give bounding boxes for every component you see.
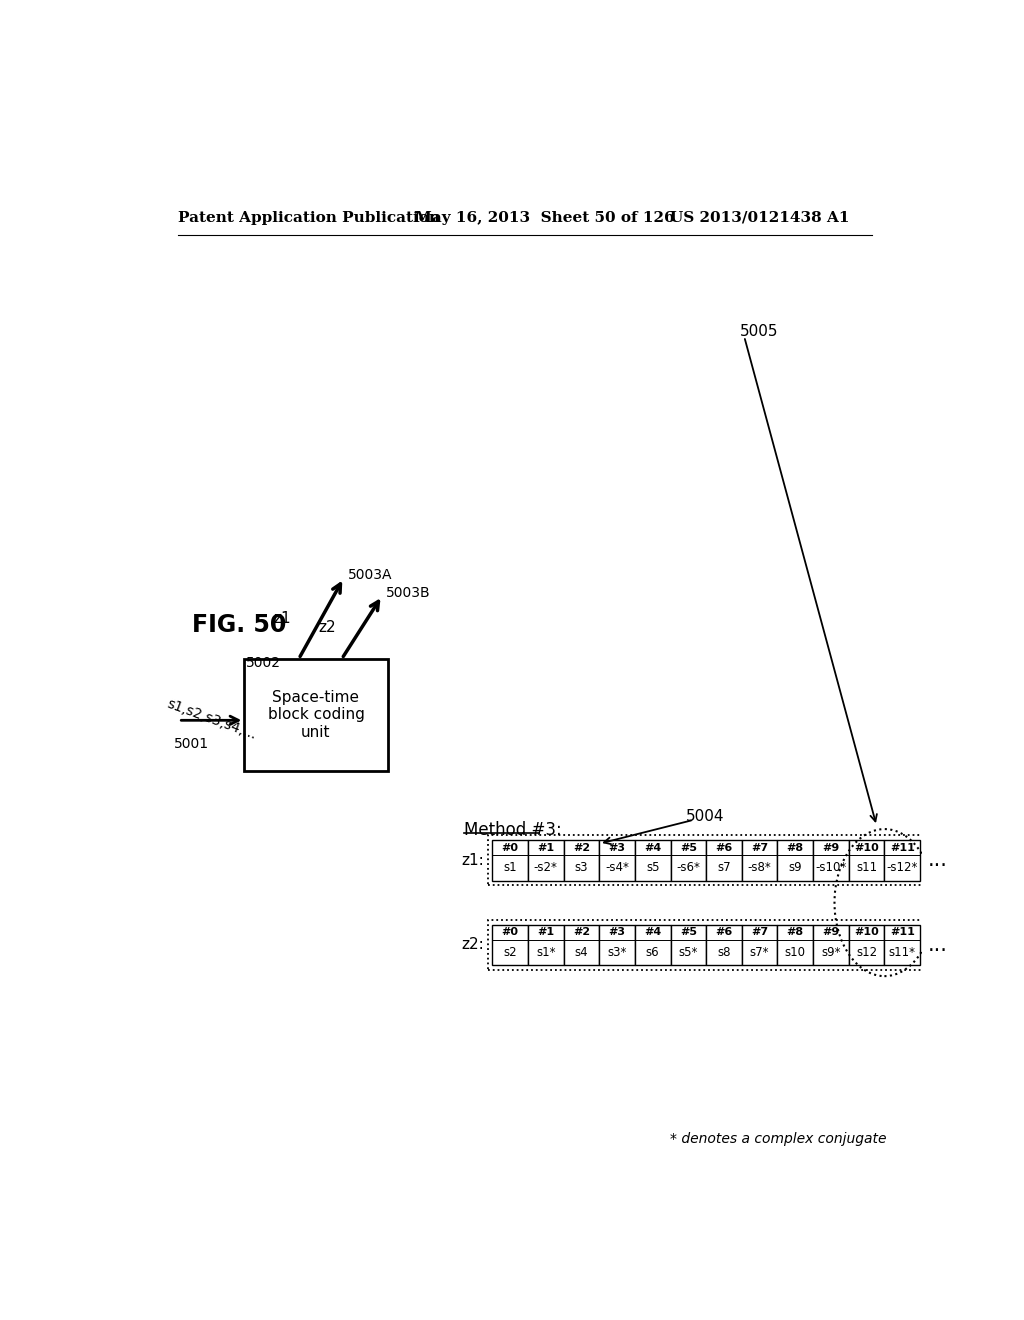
Text: #8: #8 xyxy=(786,927,804,937)
Text: #10: #10 xyxy=(854,842,879,853)
Text: #2: #2 xyxy=(572,842,590,853)
Text: s3: s3 xyxy=(574,862,588,874)
Text: s5: s5 xyxy=(646,862,659,874)
Bar xyxy=(741,924,777,965)
Bar xyxy=(813,840,849,880)
Bar xyxy=(599,840,635,880)
Bar xyxy=(813,924,849,965)
Text: -s2*: -s2* xyxy=(534,862,558,874)
Bar xyxy=(707,924,741,965)
Text: -s10*: -s10* xyxy=(815,862,847,874)
Bar xyxy=(528,924,563,965)
Bar xyxy=(245,659,388,771)
Text: #4: #4 xyxy=(644,927,662,937)
Text: s7: s7 xyxy=(717,862,731,874)
Bar xyxy=(741,840,777,880)
Text: #11: #11 xyxy=(890,927,914,937)
Text: s6: s6 xyxy=(646,946,659,960)
Text: * denotes a complex conjugate: * denotes a complex conjugate xyxy=(671,1133,887,1147)
Bar xyxy=(487,836,925,886)
Bar xyxy=(707,840,741,880)
Text: 5002: 5002 xyxy=(246,656,281,669)
Text: #5: #5 xyxy=(680,927,696,937)
Text: -s12*: -s12* xyxy=(887,862,918,874)
Text: #7: #7 xyxy=(751,842,768,853)
Text: 5003B: 5003B xyxy=(386,586,430,599)
Text: z1:: z1: xyxy=(461,853,483,867)
Bar xyxy=(528,840,563,880)
Bar xyxy=(635,924,671,965)
Text: 5005: 5005 xyxy=(740,323,778,339)
Text: #9: #9 xyxy=(822,842,840,853)
Text: s4: s4 xyxy=(574,946,588,960)
Bar xyxy=(563,924,599,965)
Text: #9: #9 xyxy=(822,927,840,937)
Text: -s4*: -s4* xyxy=(605,862,629,874)
Text: #6: #6 xyxy=(716,927,732,937)
Bar xyxy=(635,840,671,880)
Text: ...: ... xyxy=(928,850,947,870)
Text: #7: #7 xyxy=(751,927,768,937)
Text: s8: s8 xyxy=(717,946,731,960)
Text: #0: #0 xyxy=(502,927,518,937)
Text: s9: s9 xyxy=(788,862,802,874)
Text: #0: #0 xyxy=(502,842,518,853)
Text: #8: #8 xyxy=(786,842,804,853)
Text: z2: z2 xyxy=(317,620,336,635)
Text: 5001: 5001 xyxy=(174,738,209,751)
Text: #11: #11 xyxy=(890,842,914,853)
Text: s3*: s3* xyxy=(607,946,627,960)
Bar xyxy=(885,924,920,965)
Bar xyxy=(849,840,885,880)
Text: US 2013/0121438 A1: US 2013/0121438 A1 xyxy=(671,211,850,224)
Bar xyxy=(599,924,635,965)
Text: z1: z1 xyxy=(273,611,291,626)
Bar xyxy=(671,840,707,880)
Bar xyxy=(671,924,707,965)
Text: s10: s10 xyxy=(784,946,806,960)
Bar xyxy=(849,924,885,965)
Text: s9*: s9* xyxy=(821,946,841,960)
Bar xyxy=(493,840,528,880)
Text: #6: #6 xyxy=(716,842,732,853)
Text: z2:: z2: xyxy=(461,937,483,953)
Text: s1: s1 xyxy=(503,862,517,874)
Text: -s6*: -s6* xyxy=(677,862,700,874)
Text: s2: s2 xyxy=(503,946,517,960)
Text: #1: #1 xyxy=(538,927,554,937)
Bar xyxy=(493,924,528,965)
Text: #4: #4 xyxy=(644,842,662,853)
Text: s1,s2,s3,s4,...: s1,s2,s3,s4,... xyxy=(165,697,258,743)
Text: s11*: s11* xyxy=(889,946,915,960)
Text: #5: #5 xyxy=(680,842,696,853)
Text: Method #3:: Method #3: xyxy=(464,821,561,838)
Text: 5003A: 5003A xyxy=(347,568,392,582)
Text: May 16, 2013  Sheet 50 of 126: May 16, 2013 Sheet 50 of 126 xyxy=(415,211,675,224)
Bar xyxy=(885,840,920,880)
Bar xyxy=(777,924,813,965)
Text: ...: ... xyxy=(928,935,947,954)
Text: s11: s11 xyxy=(856,862,878,874)
Text: #10: #10 xyxy=(854,927,879,937)
Text: FIG. 50: FIG. 50 xyxy=(191,612,286,636)
Text: s12: s12 xyxy=(856,946,878,960)
Text: s7*: s7* xyxy=(750,946,769,960)
Text: Patent Application Publication: Patent Application Publication xyxy=(178,211,440,224)
Text: -s8*: -s8* xyxy=(748,862,771,874)
Bar xyxy=(777,840,813,880)
Bar xyxy=(563,840,599,880)
Text: Space-time
block coding
unit: Space-time block coding unit xyxy=(267,690,365,739)
Text: #3: #3 xyxy=(608,927,626,937)
Text: s5*: s5* xyxy=(679,946,698,960)
Text: s1*: s1* xyxy=(536,946,555,960)
Text: #3: #3 xyxy=(608,842,626,853)
Text: #2: #2 xyxy=(572,927,590,937)
Bar xyxy=(487,920,925,970)
Text: #1: #1 xyxy=(538,842,554,853)
Text: 5004: 5004 xyxy=(686,809,725,824)
